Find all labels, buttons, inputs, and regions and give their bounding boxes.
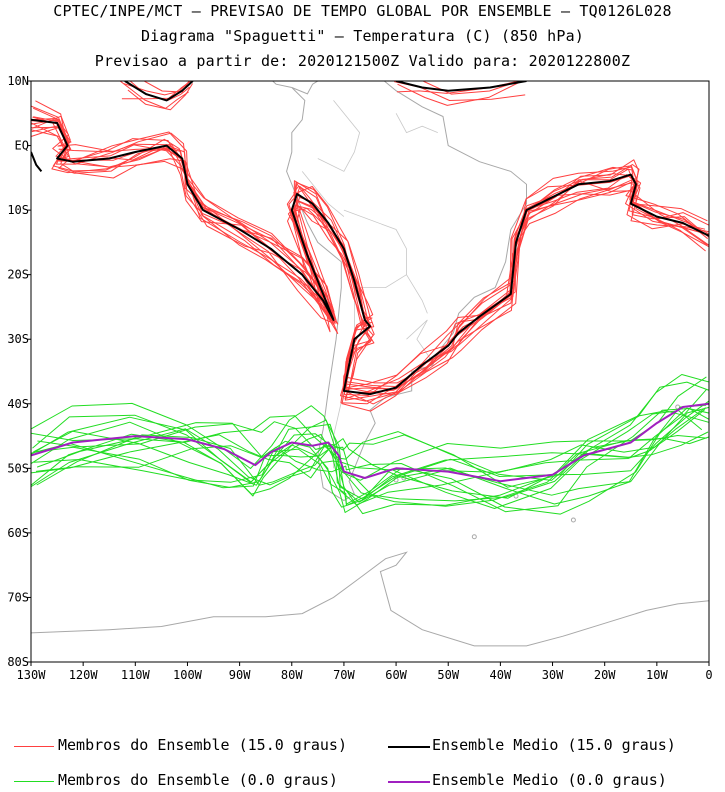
x-tick-label: 80W (281, 668, 303, 682)
x-tick-label: 30W (542, 668, 564, 682)
members-0-layer (31, 374, 709, 515)
country-border (406, 319, 433, 363)
antarctica-coastline (31, 551, 709, 647)
member-line-15 (33, 116, 708, 396)
member-line-15 (421, 81, 521, 95)
legend-label-mean-15: Ensemble Medio (15.0 graus) (432, 736, 676, 754)
island (471, 534, 477, 540)
member-line-0 (37, 381, 709, 488)
y-tick-label: 10N (7, 74, 29, 88)
country-border (317, 100, 361, 172)
member-line-15 (119, 81, 189, 109)
legend-label-members-15: Membros do Ensemble (15.0 graus) (58, 736, 347, 754)
member-line-0 (31, 374, 709, 481)
legend-swatch-mean-0 (388, 781, 430, 783)
x-tick-label: 70W (333, 668, 355, 682)
member-line-15 (394, 76, 530, 79)
x-tick-label: 100W (173, 668, 203, 682)
legend-swatch-mean-15 (388, 746, 430, 748)
legend-swatch-members-0 (14, 781, 54, 782)
legend-label-mean-0: Ensemble Medio (0.0 graus) (432, 771, 667, 789)
y-tick-label: 30S (7, 332, 29, 346)
member-line-0 (31, 431, 709, 515)
x-tick-label: 20W (594, 668, 616, 682)
members-15-layer (31, 76, 709, 412)
mean-line-0 (31, 402, 709, 483)
y-tick-label: 50S (7, 461, 29, 475)
member-line-15 (31, 105, 709, 388)
mean-line-15 (124, 81, 194, 102)
y-tick-label: 10S (7, 203, 29, 217)
chart-title-line-1: CPTEC/INPE/MCT – PREVISAO DE TEMPO GLOBA… (53, 2, 672, 20)
x-tick-label: 60W (385, 668, 407, 682)
member-line-0 (36, 410, 709, 499)
south-america-coastline (286, 81, 527, 502)
y-tick-label: 40S (7, 397, 29, 411)
central-america-coastline (271, 81, 292, 88)
member-line-0 (31, 428, 707, 507)
member-line-15 (31, 124, 709, 401)
island (570, 517, 576, 523)
mean-line-15 (395, 81, 527, 92)
plot-frame (30, 80, 710, 663)
member-line-15 (31, 122, 706, 402)
chart-title-line-2: Diagrama "Spaguetti" – Temperatura (C) (… (140, 27, 585, 45)
member-line-0 (35, 408, 709, 513)
member-line-15 (31, 126, 709, 405)
x-tick-label: 10W (646, 668, 668, 682)
x-tick-label: 110W (121, 668, 151, 682)
member-line-15 (127, 83, 194, 111)
legend-label-members-0: Membros do Ensemble (0.0 graus) (58, 771, 338, 789)
member-line-15 (31, 127, 709, 405)
member-line-15 (32, 116, 709, 395)
y-tick-label: EQ (15, 139, 29, 153)
member-line-0 (31, 407, 706, 503)
x-tick-label: 0 (705, 668, 712, 682)
member-line-15 (31, 129, 709, 412)
x-tick-label: 50W (437, 668, 459, 682)
country-border (395, 113, 438, 134)
legend-swatch-members-15 (14, 746, 54, 747)
x-tick-label: 40W (490, 668, 512, 682)
y-tick-label: 20S (7, 268, 29, 282)
axes-layer: 130W 120W 110W 100W 90W 80W 70W 60W 50W 40W 30W 20W… (7, 74, 712, 682)
x-tick-label: 120W (69, 668, 99, 682)
mean-line-15 (31, 118, 709, 396)
y-tick-label: 70S (7, 590, 29, 604)
coastline-layer (31, 81, 709, 647)
country-border (343, 209, 428, 314)
chart-title-line-3: Previsao a partir de: 2020121500Z Valido… (94, 52, 631, 70)
x-tick-label: 130W (17, 668, 47, 682)
member-line-15 (397, 81, 524, 106)
y-tick-label: 60S (7, 526, 29, 540)
member-line-0 (31, 404, 707, 508)
member-line-0 (32, 389, 707, 500)
country-border (301, 171, 345, 217)
member-line-15 (32, 107, 708, 393)
member-line-15 (31, 118, 706, 390)
x-tick-label: 90W (229, 668, 251, 682)
mean-line-15 (31, 151, 43, 173)
member-line-15 (31, 120, 708, 390)
mean-lines-layer (31, 81, 709, 483)
member-line-15 (31, 115, 709, 400)
y-tick-label: 80S (7, 655, 29, 669)
